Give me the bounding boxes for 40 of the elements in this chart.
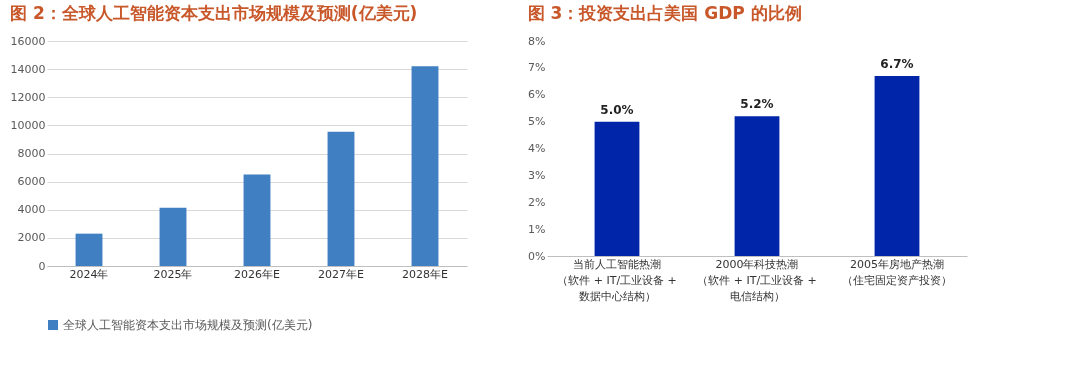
- y-tick-label: 4000: [17, 203, 46, 217]
- x-tick-label: 2000年科技热潮（软件 + IT/工业设备 +电信结构）: [697, 257, 817, 303]
- bar: [594, 121, 640, 256]
- y-tick-label: 10000: [10, 118, 46, 132]
- bar: [734, 116, 780, 256]
- x-tick-label: 2025年: [153, 267, 193, 281]
- data-label: 5.0%: [600, 102, 634, 117]
- y-tick-label: 12000: [10, 90, 46, 104]
- y-tick-label: 6000: [17, 175, 46, 189]
- legend-label: 全球人工智能资本支出市场规模及预测(亿美元): [63, 318, 313, 332]
- y-tick-label: 0%: [528, 249, 546, 263]
- y-tick-label: 8000: [17, 147, 46, 160]
- y-tick-label: 3%: [528, 168, 546, 182]
- y-tick-label: 6%: [528, 88, 546, 102]
- x-tick-label: 2005年房地产热潮（住宅固定资产投资）: [842, 257, 952, 287]
- x-tick-label: 2028年E: [402, 267, 449, 281]
- x-tick-label: 2026年E: [234, 267, 281, 281]
- x-tick-label: 2027年E: [318, 267, 365, 281]
- y-tick-label: 16000: [10, 34, 46, 48]
- y-tick-label: 2%: [528, 195, 546, 209]
- bar: [327, 131, 355, 266]
- x-tick-label: 2024年: [69, 267, 109, 281]
- bar: [243, 174, 271, 266]
- y-tick-label: 4%: [528, 142, 546, 155]
- chart-title: 图 3：投资支出占美国 GDP 的比例: [527, 3, 802, 23]
- bar: [411, 66, 439, 266]
- data-label: 6.7%: [880, 56, 914, 71]
- y-tick-label: 14000: [10, 62, 46, 76]
- y-tick-label: 2000: [17, 231, 46, 245]
- bar: [159, 207, 187, 266]
- bar: [874, 75, 920, 256]
- y-tick-label: 1%: [528, 222, 546, 236]
- x-tick-label: 当前人工智能热潮（软件 + IT/工业设备 +数据中心结构）: [557, 257, 677, 303]
- y-tick-label: 8%: [528, 34, 546, 48]
- bar: [75, 233, 103, 266]
- chart-title: 图 2：全球人工智能资本支出市场规模及预测(亿美元): [10, 3, 418, 23]
- data-label: 5.2%: [740, 97, 774, 112]
- y-tick-label: 7%: [528, 61, 546, 75]
- y-tick-label: 0: [38, 259, 46, 273]
- y-tick-label: 5%: [528, 115, 546, 129]
